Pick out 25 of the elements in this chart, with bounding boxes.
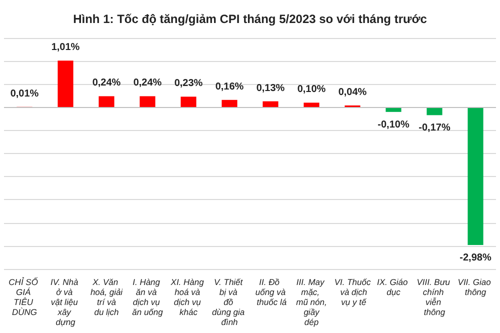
data-label: 0,24% — [92, 78, 121, 89]
x-tick-label: CHỈ SỐ GIÁ TIÊU DÙNG — [8, 277, 40, 317]
data-label: 0,16% — [215, 81, 244, 92]
data-label: -0,17% — [418, 122, 450, 134]
x-tick-label: III. May mặc, mũ nón, giầy dép — [296, 277, 327, 327]
x-tick-label: V. Thiết bị và đồ dùng gia đình — [212, 277, 247, 327]
data-label: -0,10% — [378, 119, 410, 130]
data-label: 0,23% — [174, 78, 203, 90]
data-label: 0,24% — [133, 78, 162, 89]
x-tick-label: IX. Giáo dục — [376, 277, 410, 297]
x-tick-label: XI. Hàng hoá và dịch vụ khác — [170, 277, 206, 317]
x-tick-label: X. Văn hoá, giải trí và du lịch — [90, 277, 124, 317]
x-tick-label: IV. Nhà ở và vật liệu xây dựng — [50, 277, 81, 327]
data-label: 0,10% — [297, 84, 326, 96]
x-tick-label: VIII. Bưu chính viễn thông — [416, 277, 452, 317]
x-tick-label: II. Đồ uống và thuốc lá — [254, 277, 287, 307]
data-label: -2,98% — [460, 252, 492, 264]
chart-title: Hình 1: Tốc độ tăng/giảm CPI tháng 5/2023 so với tháng trước — [73, 12, 428, 26]
x-tick-label: VI. Thuốc và dịch vụ y tế — [334, 277, 372, 307]
x-tick-label: I. Hàng ăn và dịch vụ ăn uống — [132, 277, 164, 317]
data-label: 0,13% — [256, 82, 285, 94]
data-label: 0,01% — [10, 88, 39, 100]
x-tick-label: VII. Giao thông — [458, 277, 494, 297]
data-label: 1,01% — [51, 42, 80, 54]
data-label: 0,04% — [338, 86, 367, 98]
